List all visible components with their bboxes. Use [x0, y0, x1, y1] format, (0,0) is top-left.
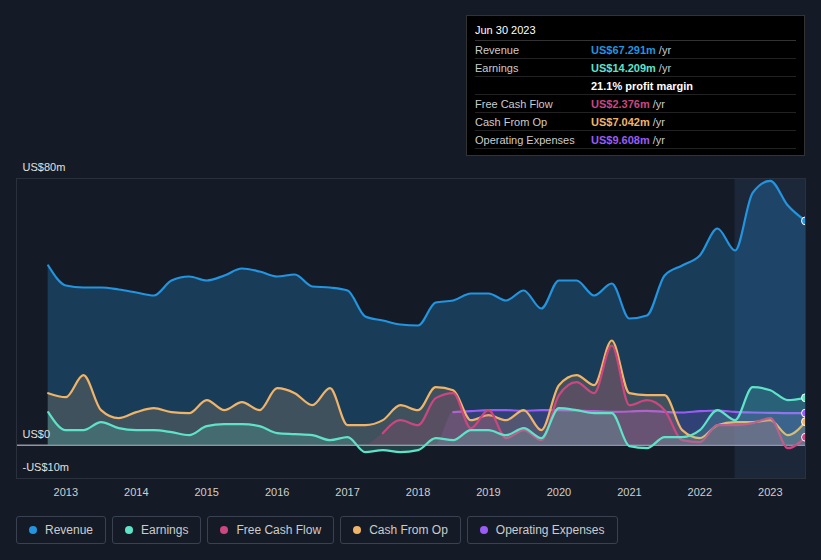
svg-text:US$80m: US$80m: [23, 161, 66, 173]
svg-text:2017: 2017: [335, 486, 359, 498]
html-text:Free Cash Flow: Free Cash Flow: [475, 98, 553, 110]
svg-text:2021: 2021: [617, 486, 641, 498]
html-text:Operating Expenses: Operating Expenses: [475, 134, 575, 146]
html-text:US$2.376m /yr: US$2.376m /yr: [591, 98, 665, 110]
svg-text:2023: 2023: [758, 486, 782, 498]
html-text:US$14.209m /yr: US$14.209m /yr: [591, 62, 672, 74]
html-text:21.1% profit margin: 21.1% profit margin: [591, 80, 694, 92]
html-text:US$9.608m /yr: US$9.608m /yr: [591, 134, 665, 146]
html-text:Operating Expenses: Operating Expenses: [495, 523, 605, 537]
svg-text:2016: 2016: [265, 486, 289, 498]
svg-text:2022: 2022: [688, 486, 712, 498]
html-text:US$7.042m /yr: US$7.042m /yr: [591, 116, 665, 128]
html-text:Cash From Op: Cash From Op: [369, 523, 448, 537]
svg-text:2019: 2019: [476, 486, 500, 498]
html-text:Jun 30 2023: Jun 30 2023: [475, 24, 536, 36]
html-text:Earnings: Earnings: [141, 523, 189, 537]
html-text:Cash From Op: Cash From Op: [475, 116, 548, 128]
html-text:Revenue: Revenue: [475, 44, 519, 56]
svg-text:2015: 2015: [194, 486, 218, 498]
html-text:US$67.291m /yr: US$67.291m /yr: [591, 44, 672, 56]
svg-text:2014: 2014: [124, 486, 148, 498]
html-text:Revenue: Revenue: [45, 523, 93, 537]
svg-text:2018: 2018: [406, 486, 430, 498]
svg-text:-US$10m: -US$10m: [23, 461, 69, 473]
svg-text:2013: 2013: [54, 486, 78, 498]
svg-text:US$0: US$0: [23, 428, 51, 440]
html-text:Free Cash Flow: Free Cash Flow: [236, 523, 322, 537]
html-text:Earnings: Earnings: [475, 62, 519, 74]
svg-text:2020: 2020: [547, 486, 571, 498]
